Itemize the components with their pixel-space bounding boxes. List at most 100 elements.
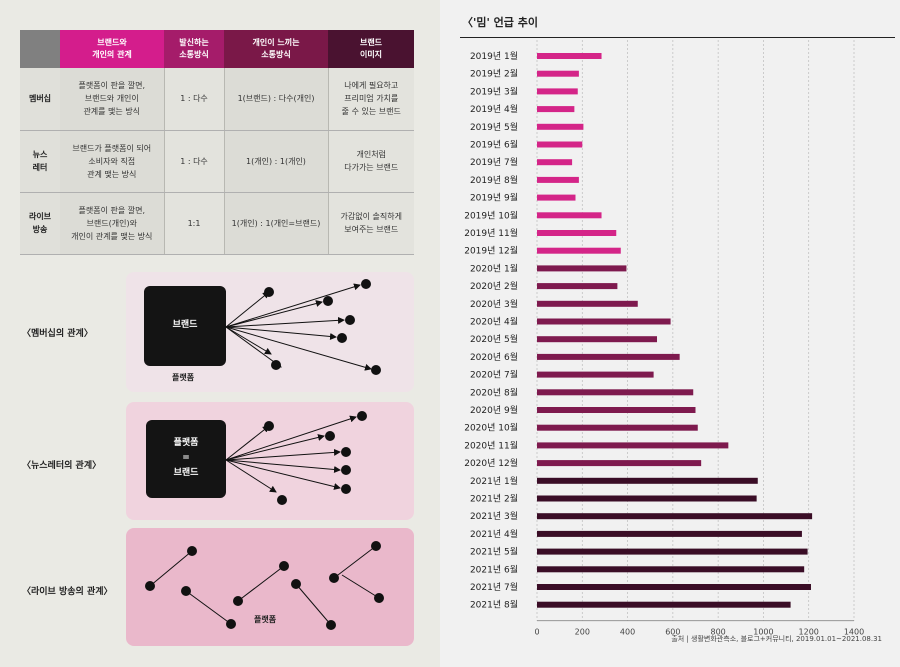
category-label: 2019년 3월: [470, 85, 518, 97]
category-label: 2019년 9월: [470, 192, 518, 204]
category-label: 2020년 10월: [464, 422, 518, 434]
bar: [537, 566, 805, 573]
table-cell: 1(개인) : 1(개인): [224, 130, 329, 193]
newsletter-arrows: [225, 411, 367, 505]
right-page: 〈'밈' 언급 추이 0 200 400 600 800 1000 1200 1400 2019…: [440, 0, 900, 667]
header-feeling: 개인이 느끼는 소통방식: [224, 30, 328, 68]
bar: [537, 88, 578, 95]
bar: [537, 424, 698, 431]
bar: [537, 265, 627, 272]
bar: [537, 530, 802, 537]
bar: [537, 371, 654, 378]
x-tick-label: 1000: [753, 628, 773, 637]
category-label: 2020년 1월: [470, 262, 518, 274]
row-label: 뉴스 레터: [20, 130, 60, 193]
newsletter-label: 〈뉴스레터의 관계〉: [22, 461, 102, 471]
row-label: 멤버십: [20, 68, 60, 131]
category-label: 2021년 4월: [470, 528, 518, 540]
bar-chart: 0 200 400 600 800 1000 1200 1400 2019년 1월 2019년 2…: [464, 40, 864, 637]
bar: [537, 460, 702, 467]
table-row: 라이브 방송 플랫폼이 판을 깔면, 브랜드(개인)와 개인이 관계를 맺는 방…: [20, 192, 414, 255]
category-label: 2021년 5월: [470, 546, 518, 558]
category-label: 2020년 11월: [464, 439, 518, 451]
membership-diagram: 브랜드 플랫폼: [126, 272, 414, 392]
bar: [537, 584, 811, 590]
header-image: 브랜드 이미지: [328, 30, 414, 68]
table-row: 멤버십 플랫폼이 판을 깔면, 브랜드와 개인이 관계를 맺는 방식 1 : 다…: [20, 68, 414, 131]
table-cell: 나에게 필요하고 프리미엄 가치를 줄 수 있는 브랜드: [328, 68, 414, 131]
category-label: 2019년 8월: [470, 174, 518, 186]
bar: [537, 194, 576, 201]
x-tick-label: 400: [620, 628, 635, 637]
category-label: 2019년 6월: [470, 139, 518, 151]
table-cell: 1(개인) : 1(개인=브랜드): [224, 192, 329, 255]
table-cell: 가감없이 솔직하게 보여주는 브랜드: [328, 192, 414, 255]
category-label: 2020년 8월: [470, 386, 518, 398]
table-cell: 1 : 다수: [164, 68, 225, 131]
bar: [537, 159, 573, 166]
category-label: 2021년 2월: [470, 493, 518, 505]
table-cell: 브랜드가 플랫폼이 되어 소비자와 직접 관계 맺는 방식: [60, 130, 165, 193]
membership-label: 〈멤버십의 관계〉: [22, 329, 93, 339]
bar: [537, 247, 621, 254]
table-cell: 개인처럼 다가가는 브랜드: [328, 130, 414, 193]
bar: [537, 230, 617, 236]
category-label: 2019년 4월: [470, 103, 518, 115]
live-label: 〈라이브 방송의 관계〉: [22, 587, 113, 597]
header-sending: 발신하는 소통방식: [164, 30, 224, 68]
category-label: 2021년 1월: [470, 475, 518, 487]
table-cell: 플랫폼이 판을 깔면, 브랜드(개인)와 개인이 관계를 맺는 방식: [60, 192, 165, 255]
table-cell: 1(브랜드) : 다수(개인): [224, 68, 329, 131]
bar: [537, 141, 583, 148]
bar: [537, 318, 671, 325]
category-label: 2021년 7월: [470, 581, 518, 593]
category-label: 2020년 9월: [470, 404, 518, 416]
bar: [537, 495, 757, 502]
x-tick-label: 1200: [799, 628, 819, 637]
bar: [537, 389, 694, 396]
bar: [537, 513, 813, 520]
bar: [537, 477, 758, 484]
category-label: 2019년 1월: [470, 50, 518, 62]
x-tick-label: 200: [575, 628, 590, 637]
bar: [537, 300, 638, 307]
category-label: 2019년 12월: [464, 245, 518, 257]
row-label: 라이브 방송: [20, 192, 60, 255]
table-cell: 1:1: [164, 192, 225, 255]
bar: [537, 601, 791, 608]
left-page: 브랜드와 개인의 관계 발신하는 소통방식 개인이 느끼는 소통방식 브랜드 이…: [0, 0, 440, 667]
bar: [537, 442, 729, 449]
bar: [537, 336, 658, 343]
platform-brand-box: 플랫폼 = 브랜드: [146, 420, 226, 498]
category-label: 2021년 3월: [470, 510, 518, 522]
live-diagram: 플랫폼: [126, 528, 414, 646]
bar: [537, 123, 584, 130]
title-rule: [460, 37, 895, 38]
x-tick-label: 800: [711, 628, 726, 637]
bar: [537, 176, 579, 183]
platform-caption: 플랫폼: [172, 373, 195, 382]
category-label: 2019년 2월: [470, 68, 518, 80]
category-label: 2020년 12월: [464, 457, 518, 469]
bar: [537, 53, 602, 59]
platform-caption: 플랫폼: [254, 615, 277, 624]
bar: [537, 283, 618, 290]
category-label: 2020년 6월: [470, 351, 518, 363]
chart-source: 출처 | 생활변화관측소, 블로그+커뮤니티, 2019.01.01~2021.…: [671, 635, 882, 643]
membership-arrows: [225, 279, 381, 375]
bar: [537, 212, 602, 219]
category-label: 2020년 5월: [470, 333, 518, 345]
category-label: 2019년 7월: [470, 156, 518, 168]
brand-box: 브랜드: [144, 286, 226, 366]
table-corner: [20, 30, 60, 68]
category-label: 2021년 8월: [470, 599, 518, 611]
category-label: 2019년 10월: [464, 209, 518, 221]
bar: [537, 548, 808, 555]
bar: [537, 70, 579, 77]
category-label: 2020년 4월: [470, 316, 518, 328]
table-cell: 플랫폼이 판을 깔면, 브랜드와 개인이 관계를 맺는 방식: [60, 68, 165, 131]
bar: [537, 106, 575, 113]
x-tick-label: 600: [665, 628, 680, 637]
bar: [537, 407, 696, 413]
category-label: 2019년 11월: [464, 227, 518, 239]
